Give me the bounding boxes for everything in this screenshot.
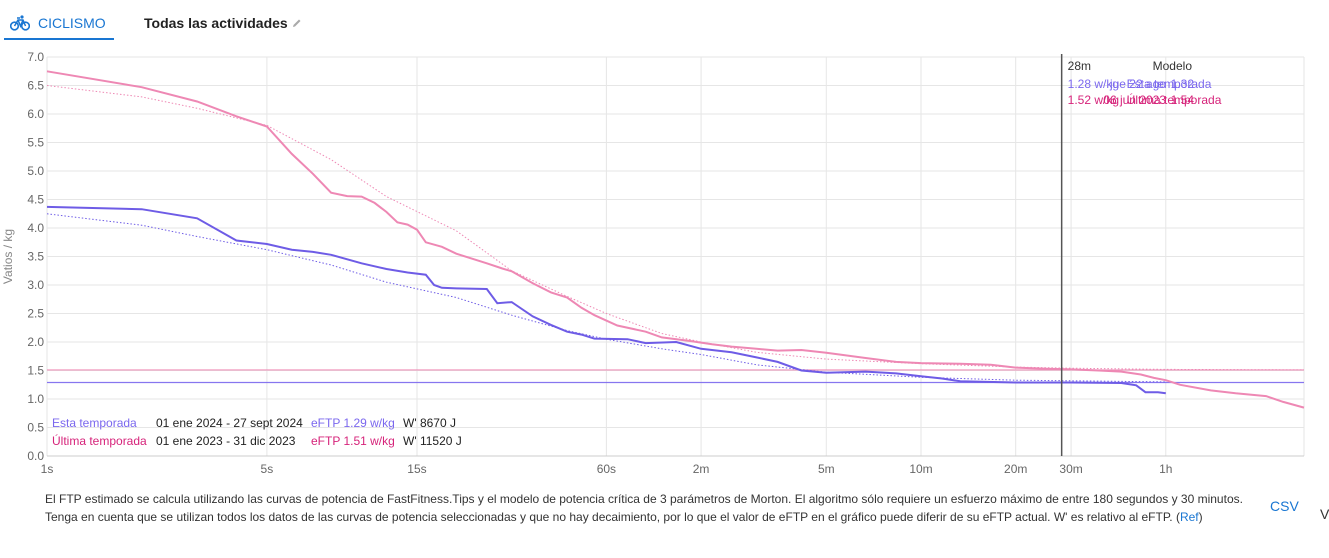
legend-wprime: W' 11520 J — [403, 434, 462, 448]
x-tick-label: 60s — [597, 462, 616, 476]
y-axis-label: Vatios / kg — [1, 229, 15, 284]
y-tick-label: 3.5 — [27, 250, 44, 264]
tooltip-season: Esta temporada — [1127, 77, 1212, 91]
tab-all-activities-label: Todas las actividades — [144, 15, 288, 31]
power-curve-chart[interactable]: 0.0 0.5 1.0 1.5 2.0 2.5 3.0 3.5 4.0 4.5 5.0 5.5 6.0 6… — [0, 44, 1329, 484]
tooltip-date: 06 jun 2023 — [1103, 93, 1166, 107]
legend-date-range: 01 ene 2024 - 27 sept 2024 — [156, 416, 303, 430]
tooltip-season: Última temporada — [1127, 92, 1222, 107]
bicycle-icon — [10, 15, 30, 31]
pencil-icon[interactable] — [292, 18, 302, 28]
footer-line-2: Tenga en cuenta que se utilizan todos lo… — [45, 508, 1255, 526]
legend-wprime: W' 8670 J — [403, 416, 456, 430]
footer-line-1: El FTP estimado se calcula utilizando la… — [45, 492, 1243, 506]
tab-cycling-label: CICLISMO — [38, 15, 106, 31]
legend-date-range: 01 ene 2023 - 31 dic 2023 — [156, 434, 296, 448]
x-tick-label: 15s — [407, 462, 426, 476]
y-tick-label: 5.0 — [27, 164, 44, 178]
y-tick-label: 7.0 — [27, 50, 44, 64]
y-tick-label: 2.0 — [27, 335, 44, 349]
power-curve-line[interactable] — [46, 70, 1305, 409]
tooltip-model-header: Modelo — [1153, 59, 1193, 73]
x-tick-label: 5s — [261, 462, 274, 476]
tooltip-model-value: 1.32 — [1171, 77, 1195, 91]
legend-season: Esta temporada — [52, 416, 137, 430]
x-tick-label: 2m — [693, 462, 710, 476]
x-tick-label: 1h — [1159, 462, 1172, 476]
model-curve — [46, 85, 1305, 371]
tab-all-activities[interactable]: Todas las actividades — [144, 8, 302, 38]
y-tick-label: 5.5 — [27, 136, 44, 150]
y-tick-label: 4.0 — [27, 221, 44, 235]
footer-line-2-text: Tenga en cuenta que se utilizan todos lo… — [45, 510, 1180, 524]
footer-explanation: El FTP estimado se calcula utilizando la… — [45, 490, 1255, 526]
footer-line-2-end: ) — [1198, 510, 1203, 524]
legend-season: Última temporada — [52, 433, 147, 448]
y-tick-label: 1.0 — [27, 392, 44, 406]
y-tick-label: 0.5 — [27, 421, 44, 435]
y-tick-label: 2.5 — [27, 307, 44, 321]
tooltip-date: jue 22 ago — [1109, 77, 1166, 91]
tooltip-duration: 28m — [1068, 59, 1091, 73]
legend-eftp: eFTP 1.29 w/kg — [311, 416, 395, 430]
y-tick-label: 4.5 — [27, 193, 44, 207]
tooltip-value: 1.52 w/kg — [1068, 93, 1119, 107]
legend-eftp: eFTP 1.51 w/kg — [311, 434, 395, 448]
y-tick-label: 3.0 — [27, 278, 44, 292]
x-tick-label: 1s — [41, 462, 54, 476]
tab-cycling[interactable]: CICLISMO — [4, 8, 114, 40]
csv-button[interactable]: CSV — [1270, 498, 1299, 514]
y-tick-label: 0.0 — [27, 449, 44, 463]
y-tick-label: 6.0 — [27, 107, 44, 121]
power-curve-line[interactable] — [46, 205, 1166, 395]
y-tick-label: 6.5 — [27, 79, 44, 93]
tab-bar: CICLISMO Todas las actividades — [0, 0, 1329, 40]
x-tick-label: 10m — [909, 462, 932, 476]
x-tick-label: 30m — [1059, 462, 1082, 476]
tooltip-value: 1.28 w/kg — [1068, 77, 1119, 91]
tooltip-model-value: 1.54 — [1171, 93, 1195, 107]
ref-link[interactable]: Ref — [1179, 510, 1199, 524]
x-tick-label: 5m — [818, 462, 835, 476]
y-tick-label: 1.5 — [27, 364, 44, 378]
x-tick-label: 20m — [1004, 462, 1027, 476]
truncated-text: V — [1320, 506, 1329, 522]
